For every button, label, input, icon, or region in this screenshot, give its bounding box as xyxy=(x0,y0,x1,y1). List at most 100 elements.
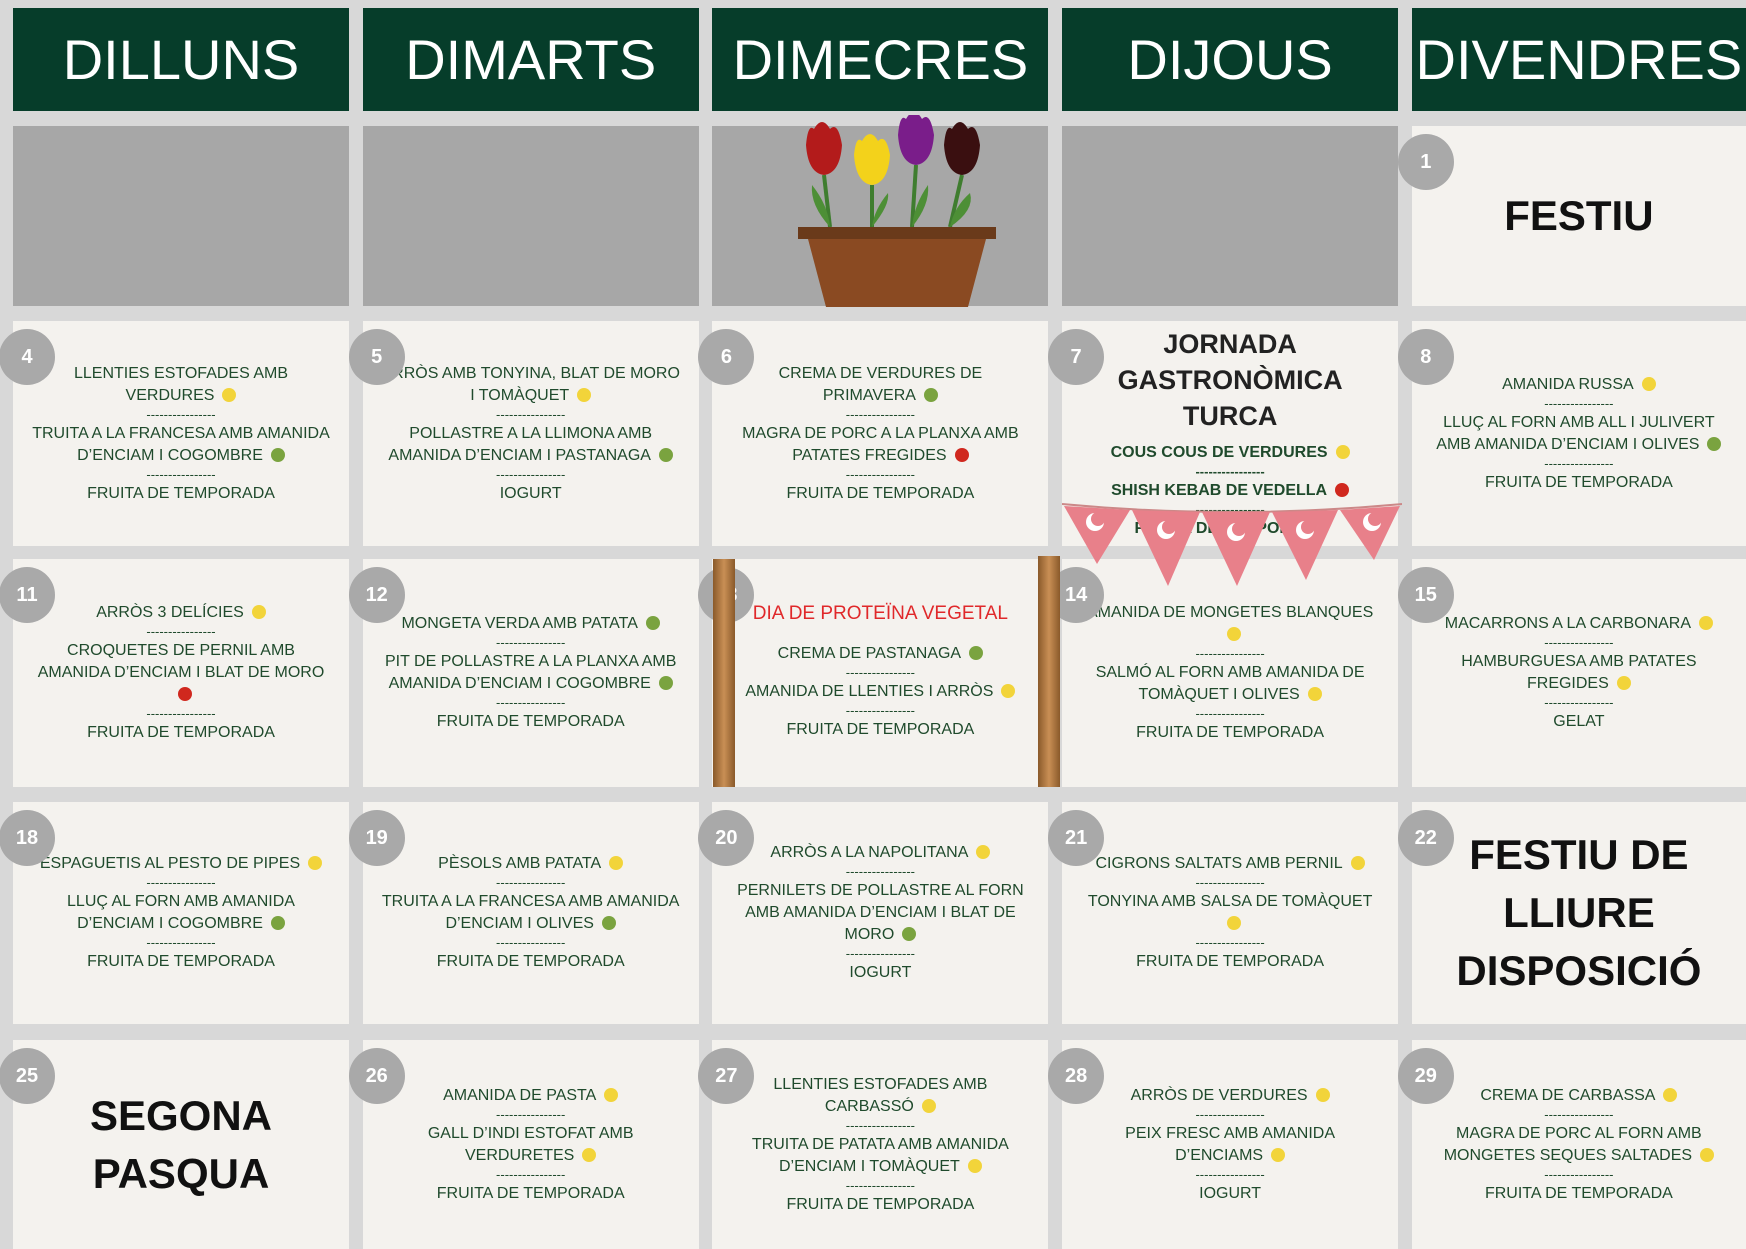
day-cell: CIGRONS SALTATS AMB PERNIL --------------… xyxy=(1062,802,1399,1024)
diet-dot xyxy=(308,856,323,870)
day-number: 25 xyxy=(0,1048,55,1104)
diet-dot xyxy=(645,616,660,630)
dish: FRUITA DE TEMPORADA xyxy=(437,1183,625,1205)
diet-dot xyxy=(1663,1087,1678,1102)
dish: GALL D’INDI ESTOFAT AMB VERDURETES xyxy=(381,1123,681,1167)
dish-name: AMANIDA DE LLENTIES I ARRÒS xyxy=(745,683,994,700)
separator: ---------------- xyxy=(1544,635,1614,650)
dish-name: FRUITA DE TEMPORADA xyxy=(1484,473,1673,491)
dish: SALMÓ AL FORN AMB AMANIDA DE TOMÀQUET I … xyxy=(1080,662,1380,706)
day-number: 15 xyxy=(1397,567,1454,623)
dish: PIT DE POLLASTRE A LA PLANXA AMB AMANIDA… xyxy=(381,651,681,695)
dish: LLUÇ AL FORN AMB ALL I JULIVERT AMB AMAN… xyxy=(1430,412,1728,456)
day-number: 21 xyxy=(1048,810,1105,866)
dish-name: FRUITA DE TEMPORADA xyxy=(87,953,275,970)
dish: ARRÒS DE VERDURES xyxy=(1131,1085,1330,1107)
separator: ---------------- xyxy=(496,1166,566,1182)
dish-name: TRUITA A LA FRANCESA AMB AMANIDA D’ENCIA… xyxy=(381,893,680,932)
empty-cell xyxy=(13,126,349,306)
separator: ---------------- xyxy=(1195,1106,1265,1122)
separator: ---------------- xyxy=(1544,455,1614,471)
empty-cell xyxy=(1062,126,1399,306)
dish-name: FRUITA DE TEMPORADA xyxy=(87,724,275,741)
diet-dot xyxy=(609,856,624,870)
day-cell: ARRÒS DE VERDURES ---------------- PEIX FR… xyxy=(1062,1040,1399,1249)
day-number: 14 xyxy=(1048,567,1105,623)
separator: ---------------- xyxy=(1195,1166,1265,1182)
separator: ---------------- xyxy=(496,635,566,650)
dish: MONGETA VERDA AMB PATATA xyxy=(401,613,660,635)
separator: ---------------- xyxy=(845,1177,916,1193)
day-cell: FESTIU xyxy=(1411,126,1746,306)
separator: ---------------- xyxy=(146,466,216,482)
diet-dot xyxy=(178,687,192,701)
diet-dot xyxy=(251,605,266,619)
day-cell: AMANIDA DE MONGETES BLANQUES ------------… xyxy=(1062,559,1399,787)
dish: FRUITA DE TEMPORADA xyxy=(1485,472,1673,494)
dish: POLLASTRE A LA LLIMONA AMB AMANIDA D’ENC… xyxy=(381,423,681,467)
day-cell: SEGONA PASQUA xyxy=(13,1040,349,1249)
dish: COUS COUS DE VERDURES xyxy=(1111,442,1350,464)
separator: ---------------- xyxy=(1195,935,1265,950)
day-number: 26 xyxy=(348,1048,405,1104)
dish-name: TONYINA AMB SALSA DE TOMÀQUET xyxy=(1087,893,1373,910)
day-number: 11 xyxy=(0,567,55,623)
dish: IOGURT xyxy=(500,483,562,505)
day-number: 18 xyxy=(0,810,55,866)
dish-name: CREMA DE CARBASSA xyxy=(1480,1086,1656,1104)
day-header: DILLUNS xyxy=(13,8,349,111)
day-cell: FESTIU DE LLIURE DISPOSICIÓ xyxy=(1411,802,1746,1024)
dish: ARRÒS AMB TONYINA, BLAT DE MORO I TOMÀQU… xyxy=(381,363,681,407)
dish: TRUITA A LA FRANCESA AMB AMANIDA D’ENCIA… xyxy=(31,423,331,467)
dish-name: LLUÇ AL FORN AMB AMANIDA D’ENCIAM I COGO… xyxy=(67,893,295,932)
dish-name: FRUITA DE TEMPORADA xyxy=(786,1195,975,1213)
dish: FRUITA DE TEMPORADA xyxy=(1136,951,1324,973)
dish-name: COUS COUS DE VERDURES xyxy=(1110,443,1328,461)
separator: ---------------- xyxy=(845,466,916,482)
dish: CREMA DE PASTANAGA xyxy=(778,643,984,665)
day-number: 13 xyxy=(698,567,755,623)
day-number: 22 xyxy=(1397,810,1454,866)
diet-dot xyxy=(1350,856,1365,870)
dish: CREMA DE VERDURES DE PRIMAVERA xyxy=(730,363,1030,407)
dish: FRUITA DE TEMPORADA xyxy=(87,722,275,744)
dish-name: MAGRA DE PORC A LA PLANXA AMB PATATES FR… xyxy=(742,424,1019,464)
dish: FRUITA DE TEMPORADA xyxy=(786,1194,974,1216)
dish-name: AMANIDA DE MONGETES BLANQUES xyxy=(1086,604,1374,621)
separator: ---------------- xyxy=(146,935,216,950)
dish: ESPAGUETIS AL PESTO DE PIPES xyxy=(40,853,323,875)
separator: ---------------- xyxy=(845,864,916,879)
dish-name: ARRÒS A LA NAPOLITANA xyxy=(770,844,969,861)
diet-dot xyxy=(1227,916,1242,930)
day-cell: JORNADA GASTRONÒMICA TURCA COUS COUS DE V… xyxy=(1062,321,1399,546)
day-cell: DIA DE PROTEÏNA VEGETAL CREMA DE PASTANAG… xyxy=(712,559,1049,787)
separator: ---------------- xyxy=(1195,875,1265,890)
holiday-note: SEGONA PASQUA xyxy=(89,1091,273,1197)
dish-name: FRUITA DE TEMPORADA xyxy=(786,484,975,502)
dish: MAGRA DE PORC AL FORN AMB MONGETES SEQUE… xyxy=(1430,1123,1728,1167)
dish-name: FRUITA DE TEMPORADA xyxy=(87,484,275,502)
day-header: DIMECRES xyxy=(712,8,1049,111)
dish: FRUITA DE TEMPORADA xyxy=(1135,518,1326,540)
dish: CREMA DE CARBASSA xyxy=(1480,1085,1678,1107)
dish-name: SHISH KEBAB DE VEDELLA xyxy=(1111,481,1328,499)
separator: ---------------- xyxy=(496,466,566,482)
diet-dot xyxy=(1335,444,1350,459)
dish-name: FRUITA DE TEMPORADA xyxy=(436,713,625,730)
diet-dot xyxy=(1699,616,1714,630)
separator: ---------------- xyxy=(1544,695,1614,710)
day-cell: LLENTIES ESTOFADES AMB VERDURES ---------… xyxy=(13,321,349,546)
dish-name: CROQUETES DE PERNIL AMB AMANIDA D’ENCIAM… xyxy=(37,642,325,681)
dish: TRUITA DE PATATA AMB AMANIDA D’ENCIAM I … xyxy=(730,1134,1030,1178)
separator: ---------------- xyxy=(1195,706,1265,721)
diet-dot xyxy=(954,447,969,462)
dish: ARRÒS 3 DELÍCIES xyxy=(96,602,266,624)
dish-name: FRUITA DE TEMPORADA xyxy=(786,721,975,738)
separator: ---------------- xyxy=(845,946,916,961)
diet-dot xyxy=(1307,687,1322,701)
dish-name: AMANIDA RUSSA xyxy=(1502,375,1634,393)
diet-dot xyxy=(902,927,917,941)
day-cell: AMANIDA RUSSA ---------------- LLUÇ AL FOR… xyxy=(1411,321,1746,546)
holiday-note: FESTIU xyxy=(1504,192,1654,239)
